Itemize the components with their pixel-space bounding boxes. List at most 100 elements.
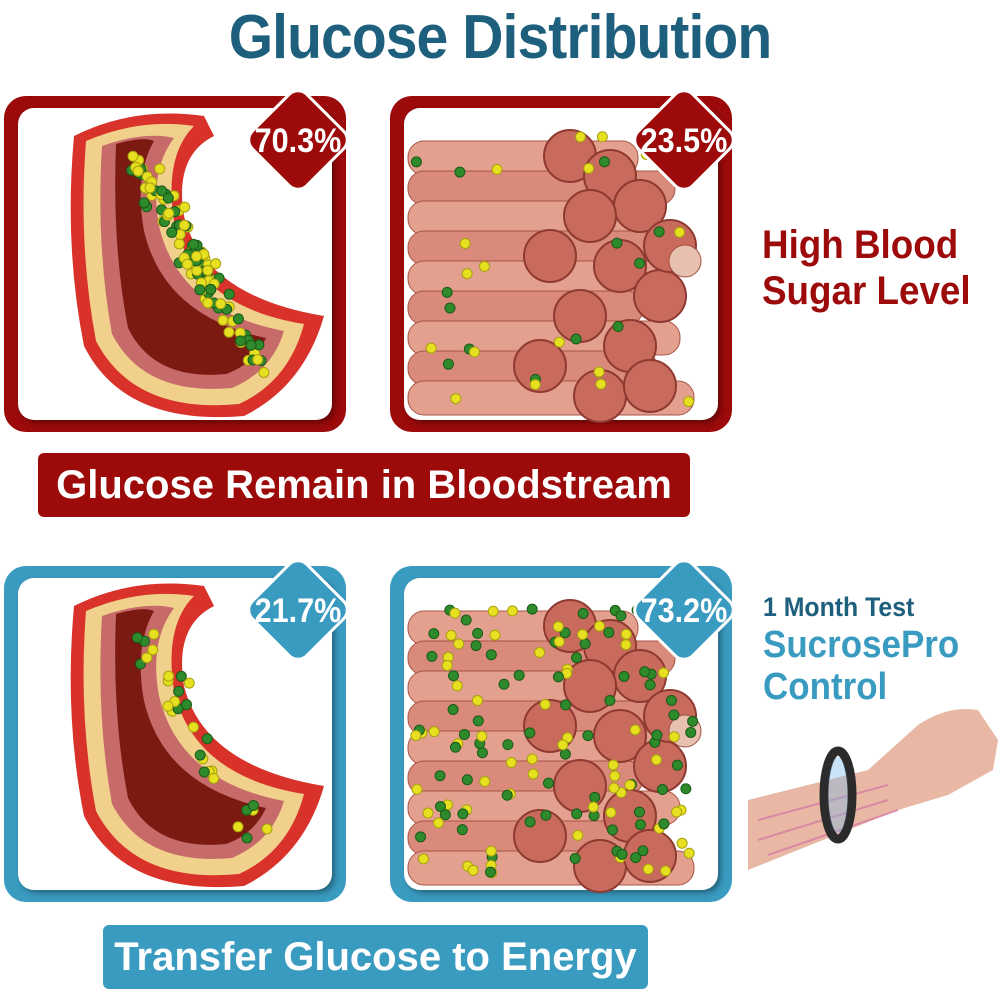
glucose-dot <box>411 783 423 795</box>
molecule-dot <box>559 748 571 760</box>
molecule-dot <box>570 333 582 345</box>
molecule-dot <box>513 669 525 681</box>
glucose-dot <box>668 731 680 743</box>
molecule-dot <box>653 226 665 238</box>
glucose-dot <box>232 821 244 833</box>
molecule-dot <box>607 824 619 836</box>
glucose-dot <box>467 864 479 876</box>
molecule-dot <box>426 650 438 662</box>
molecule-dot <box>542 777 554 789</box>
glucose-dot <box>572 829 584 841</box>
glucose-dot <box>552 621 564 633</box>
molecule-dot <box>194 749 206 761</box>
molecule-dot <box>656 784 668 796</box>
molecule-dot <box>559 627 571 639</box>
fiber-end <box>523 229 577 283</box>
glucose-dot <box>526 753 538 765</box>
molecule-dot <box>247 800 259 812</box>
glucose-dot <box>417 853 429 865</box>
glucose-dot <box>539 698 551 710</box>
molecule-dot <box>571 808 583 820</box>
fiber-end <box>553 289 607 343</box>
glucose-dot <box>191 265 203 277</box>
molecule-dot <box>618 670 630 682</box>
molecule-dot <box>448 670 460 682</box>
molecule-dot <box>458 728 470 740</box>
molecule-dot <box>639 666 651 678</box>
molecule-dot <box>456 824 468 836</box>
molecule-dot <box>131 632 143 644</box>
molecule-dot <box>634 819 646 831</box>
glucose-dot <box>529 379 541 391</box>
molecule-dot <box>232 313 244 325</box>
molecule-dot <box>460 614 472 626</box>
glucose-dot <box>261 823 273 835</box>
molecule-dot <box>441 286 453 298</box>
molecule-dot <box>577 608 589 620</box>
glucose-dot <box>650 754 662 766</box>
molecule-dot <box>410 156 422 168</box>
glucose-dot <box>141 652 153 664</box>
molecule-dot <box>198 766 210 778</box>
vessel-lumen <box>115 609 266 845</box>
molecule-dot <box>616 848 628 860</box>
molecule-dot <box>434 770 446 782</box>
glucose-dot <box>449 607 461 619</box>
molecule-dot <box>604 695 616 707</box>
glucose-dot <box>450 393 462 405</box>
glucose-dot <box>620 639 632 651</box>
glucose-dot <box>163 670 175 682</box>
molecule-dot <box>444 302 456 314</box>
page-title: Glucose Distribution <box>228 3 772 72</box>
glucose-dot <box>223 326 235 338</box>
glucose-dot <box>178 219 190 231</box>
fiber-end <box>633 269 687 323</box>
molecule-dot <box>498 678 510 690</box>
glucose-dot <box>527 768 539 780</box>
molecule-dot <box>485 866 497 878</box>
molecule-dot <box>598 156 610 168</box>
molecule-dot <box>166 226 178 238</box>
glucose-dot <box>147 644 159 656</box>
molecule-dot <box>454 166 466 178</box>
percent-badge: 23.5% <box>627 83 741 197</box>
glucose-dot <box>491 163 503 175</box>
glucose-dot <box>553 336 565 348</box>
molecule-dot <box>470 640 482 652</box>
glucose-dot <box>674 226 686 238</box>
glucose-dot <box>505 757 517 769</box>
control-banner: Transfer Glucose to Energy <box>103 925 648 989</box>
glucose-dot <box>162 700 174 712</box>
molecule-dot <box>223 288 235 300</box>
glucose-dot <box>683 396 695 408</box>
molecule-dot <box>633 806 645 818</box>
molecule-dot <box>685 726 697 738</box>
molecule-dot <box>235 335 247 347</box>
molecule-dot <box>540 809 552 821</box>
glucose-dot <box>428 726 440 738</box>
molecule-dot <box>651 729 663 741</box>
molecule-dot <box>630 852 642 864</box>
molecule-dot <box>671 759 683 771</box>
fiber-end <box>553 759 607 813</box>
molecule-dot <box>668 709 680 721</box>
molecule-dot <box>156 185 168 197</box>
glucose-dot <box>607 759 619 771</box>
blood-vessel-illustration <box>70 583 325 888</box>
glucose-dot <box>210 258 222 270</box>
fiber-end <box>573 369 627 423</box>
molecule-dot <box>571 652 583 664</box>
glucose-dot <box>479 775 491 787</box>
glucose-dot <box>188 721 200 733</box>
molecule-dot <box>552 671 564 683</box>
glucose-dot <box>609 770 621 782</box>
molecule-dot <box>644 679 656 691</box>
glucose-dot <box>258 366 270 378</box>
glucose-dot <box>574 131 586 143</box>
molecule-dot <box>582 730 594 742</box>
molecule-dot <box>569 852 581 864</box>
molecule-dot <box>439 809 451 821</box>
fiber-end <box>593 709 647 763</box>
percent-badge: 21.7% <box>241 553 355 667</box>
molecule-dot <box>476 747 488 759</box>
